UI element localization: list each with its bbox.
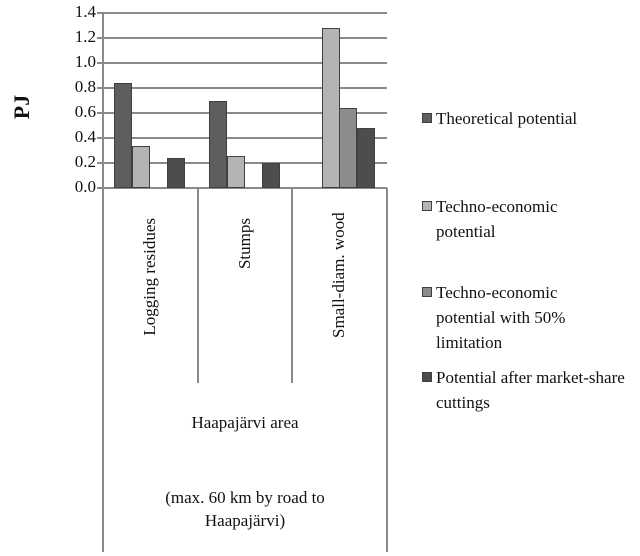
bar bbox=[166, 158, 185, 188]
bar bbox=[131, 145, 150, 188]
bar bbox=[226, 155, 245, 188]
group-label: Haapajärvi area bbox=[191, 413, 299, 432]
gridline bbox=[97, 112, 387, 114]
bar bbox=[261, 163, 280, 188]
bar bbox=[339, 108, 357, 188]
legend-swatch bbox=[422, 372, 432, 382]
y-tick: 0.8 bbox=[74, 77, 96, 96]
category-divider bbox=[291, 188, 293, 383]
category-label: Logging residues bbox=[140, 218, 159, 336]
group-sublabel: Haapajärvi) bbox=[204, 511, 286, 530]
y-tick: 0.4 bbox=[74, 127, 96, 146]
bar bbox=[209, 100, 227, 188]
gridline bbox=[97, 37, 387, 39]
legend-swatch bbox=[422, 201, 432, 211]
y-tick: 1.4 bbox=[74, 2, 96, 21]
legend-swatch bbox=[422, 287, 432, 297]
legend-label: Techno-economic potential with 50% limit… bbox=[436, 283, 566, 352]
y-tick: 0.0 bbox=[74, 177, 96, 196]
y-tick: 1.2 bbox=[74, 27, 96, 46]
y-tick: 1.0 bbox=[74, 52, 96, 71]
bar bbox=[114, 83, 132, 188]
legend-label: Potential after market-share cuttings bbox=[436, 368, 625, 412]
bar bbox=[321, 28, 340, 188]
category-label: Stumps bbox=[235, 218, 254, 270]
y-tick: 0.2 bbox=[74, 152, 96, 171]
gridline bbox=[97, 137, 387, 139]
category-label: Small-diam. wood bbox=[329, 212, 348, 338]
gridline bbox=[97, 62, 387, 64]
legend-item: Theoretical potential bbox=[422, 106, 636, 131]
y-axis-label: PJ bbox=[9, 94, 34, 120]
legend-swatch bbox=[422, 113, 432, 123]
legend-label: Theoretical potential bbox=[436, 109, 578, 128]
legend-label: Techno-economic potential bbox=[436, 197, 558, 241]
bar bbox=[356, 128, 375, 188]
legend-item: Techno-economic potential bbox=[422, 194, 616, 244]
legend-item: Techno-economic potential with 50% limit… bbox=[422, 280, 611, 355]
y-tick: 0.6 bbox=[74, 102, 96, 121]
y-axis-line bbox=[102, 12, 104, 552]
gridline bbox=[97, 87, 387, 89]
group-sublabel: (max. 60 km by road to bbox=[165, 488, 325, 507]
gridline bbox=[97, 12, 387, 14]
legend-item: Potential after market-share cuttings bbox=[422, 365, 626, 415]
category-divider bbox=[197, 188, 199, 383]
plot-right-edge bbox=[386, 188, 388, 552]
x-axis-line bbox=[97, 187, 387, 189]
